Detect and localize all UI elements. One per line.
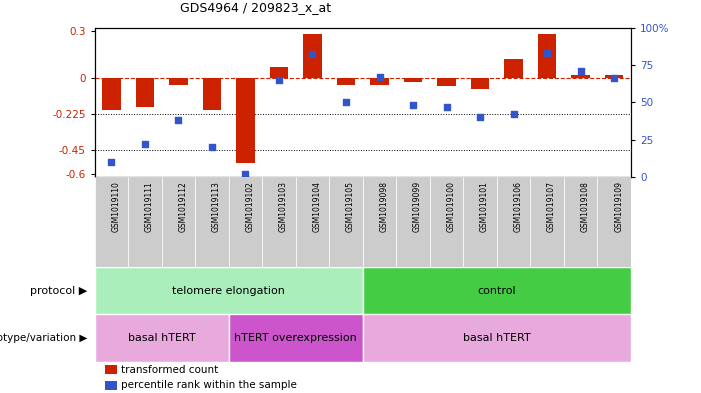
Bar	[363, 267, 631, 314]
Text: genotype/variation ▶: genotype/variation ▶	[0, 333, 88, 343]
Text: protocol ▶: protocol ▶	[30, 286, 88, 296]
Text: transformed count: transformed count	[121, 365, 219, 375]
Point	[441, 103, 452, 110]
Bar	[463, 177, 497, 267]
Text: GSM1019110: GSM1019110	[111, 182, 121, 232]
Text: GSM1019111: GSM1019111	[145, 182, 154, 232]
Bar	[162, 177, 195, 267]
Text: GSM1019101: GSM1019101	[480, 182, 489, 232]
Bar	[236, 78, 254, 163]
Bar	[195, 177, 229, 267]
Bar	[169, 78, 188, 85]
Text: GSM1019105: GSM1019105	[346, 182, 355, 232]
Point	[206, 144, 217, 150]
Text: GSM1019108: GSM1019108	[580, 182, 590, 232]
Bar	[336, 78, 355, 85]
Point	[139, 141, 151, 147]
Bar	[538, 34, 557, 78]
Bar	[404, 78, 422, 81]
Point	[374, 73, 385, 80]
Point	[341, 99, 352, 105]
Bar	[229, 177, 262, 267]
Bar	[203, 78, 221, 110]
Point	[273, 77, 285, 83]
Bar	[329, 177, 363, 267]
Bar	[505, 59, 523, 78]
Text: basal hTERT: basal hTERT	[128, 333, 196, 343]
Bar	[564, 177, 597, 267]
Text: GSM1019103: GSM1019103	[279, 182, 288, 232]
Text: GDS4964 / 209823_x_at: GDS4964 / 209823_x_at	[180, 1, 331, 14]
Text: GSM1019106: GSM1019106	[514, 182, 522, 232]
Bar	[136, 78, 154, 107]
Bar	[430, 177, 463, 267]
Bar	[95, 177, 128, 267]
Point	[407, 102, 418, 108]
Point	[541, 50, 552, 56]
Bar	[296, 177, 329, 267]
Point	[575, 68, 586, 74]
Text: GSM1019099: GSM1019099	[413, 182, 422, 233]
Text: telomere elongation: telomere elongation	[172, 286, 285, 296]
Text: GSM1019112: GSM1019112	[179, 182, 187, 232]
Bar	[105, 381, 117, 390]
Text: control: control	[477, 286, 516, 296]
Bar	[370, 78, 389, 85]
Bar	[105, 365, 117, 374]
Bar	[363, 314, 631, 362]
Point	[240, 171, 251, 177]
Bar	[270, 67, 288, 78]
Point	[173, 117, 184, 123]
Text: GSM1019107: GSM1019107	[547, 182, 556, 232]
Bar	[95, 267, 363, 314]
Point	[608, 75, 620, 81]
Text: basal hTERT: basal hTERT	[463, 333, 531, 343]
Text: GSM1019102: GSM1019102	[245, 182, 254, 232]
Bar	[363, 177, 396, 267]
Point	[307, 51, 318, 57]
Point	[106, 159, 117, 165]
Text: GSM1019104: GSM1019104	[313, 182, 322, 232]
Bar	[571, 75, 590, 78]
Bar	[229, 314, 363, 362]
Text: percentile rank within the sample: percentile rank within the sample	[121, 380, 297, 391]
Bar	[497, 177, 531, 267]
Bar	[95, 314, 229, 362]
Bar	[304, 34, 322, 78]
Bar	[605, 75, 623, 78]
Text: GSM1019113: GSM1019113	[212, 182, 221, 232]
Bar	[471, 78, 489, 90]
Text: GSM1019098: GSM1019098	[379, 182, 388, 232]
Bar	[396, 177, 430, 267]
Text: hTERT overexpression: hTERT overexpression	[234, 333, 357, 343]
Bar	[262, 177, 296, 267]
Text: GSM1019109: GSM1019109	[614, 182, 623, 232]
Point	[508, 111, 519, 117]
Text: GSM1019100: GSM1019100	[447, 182, 456, 232]
Bar	[531, 177, 564, 267]
Bar	[128, 177, 162, 267]
Bar	[597, 177, 631, 267]
Point	[475, 114, 486, 120]
Bar	[102, 78, 121, 110]
Bar	[437, 78, 456, 86]
